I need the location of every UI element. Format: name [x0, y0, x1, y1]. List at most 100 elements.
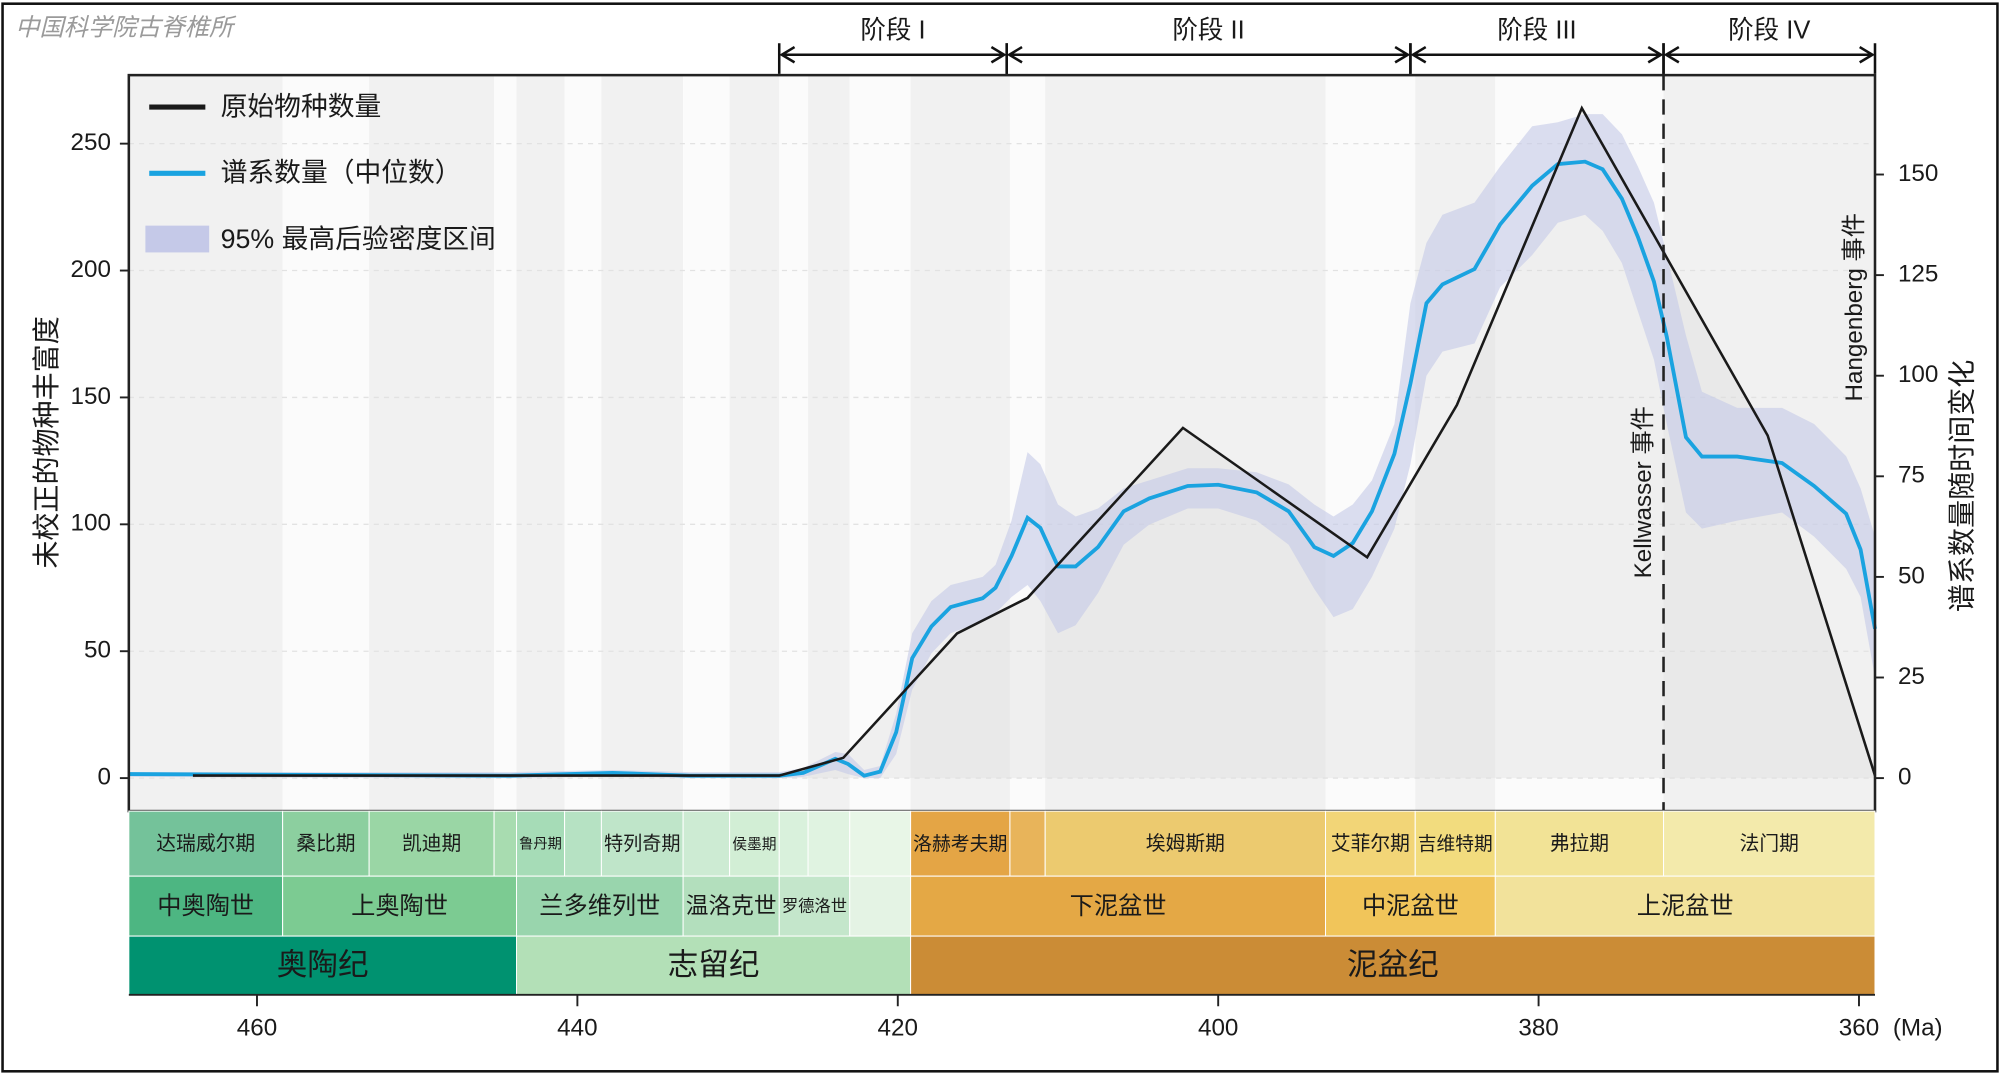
timescale-cell: [1494, 875, 1876, 937]
stage-stripe: [849, 75, 911, 812]
x-tick-label: 400: [1198, 1015, 1238, 1042]
timescale-label: 泥盆纪: [1347, 948, 1439, 982]
timescale-label: 弗拉期: [1550, 833, 1609, 855]
stage-stripe: [1009, 75, 1046, 812]
timescale-cell: [515, 935, 912, 996]
timescale-label: 洛赫考夫期: [913, 833, 1007, 854]
timescale-cell: [128, 935, 518, 996]
timescale-cell: [282, 875, 518, 937]
x-tick-label: 380: [1518, 1015, 1558, 1042]
timescale-label: 上奥陶世: [351, 893, 448, 920]
y2-tick-label: 100: [1898, 361, 1938, 388]
y2-tick-label: 25: [1898, 663, 1925, 690]
phase-label: 阶段 IV: [1728, 16, 1810, 44]
x-tick-label: 420: [878, 1015, 918, 1042]
y-tick-label: 250: [71, 129, 111, 156]
timescale-label: 吉维特期: [1418, 833, 1493, 854]
timescale-cell: [515, 875, 684, 937]
x-tick-label: 360: [1839, 1015, 1879, 1042]
legend-swatch: [145, 225, 210, 253]
stage-stripe: [729, 75, 780, 812]
timescale-label: 法门期: [1740, 833, 1799, 855]
y2-axis-title: 谱系数量随时间变化: [1947, 360, 1978, 612]
y-tick-label: 200: [71, 256, 111, 283]
timescale-cell: [1044, 810, 1327, 877]
phase-label: 阶段 I: [860, 16, 925, 44]
y2-tick-label: 125: [1898, 261, 1938, 288]
phase-arrow: [1006, 45, 1411, 64]
phase-label: 阶段 III: [1497, 16, 1576, 44]
timescale-label: 下泥盆世: [1070, 893, 1167, 920]
hpd-band: [128, 114, 1875, 779]
timescale-cell: [1325, 810, 1416, 877]
legend-label: 95% 最高后验密度区间: [221, 224, 496, 254]
timescale-cell: [1325, 875, 1496, 937]
stage-stripe: [564, 75, 602, 812]
timescale-label: 兰多维列世: [539, 893, 660, 920]
timescale-cell: [282, 810, 370, 877]
timescale-label: 凯迪期: [402, 833, 461, 855]
stage-stripe: [369, 75, 495, 812]
stage-stripe: [910, 75, 1010, 812]
timescale-cell: [1494, 810, 1665, 877]
y2-tick-label: 0: [1898, 764, 1911, 791]
y2-tick-label: 50: [1898, 562, 1925, 589]
timescale-label: 中泥盆世: [1362, 893, 1459, 920]
stage-stripe: [1045, 75, 1326, 812]
timescale-label: 达瑞威尔期: [156, 833, 255, 855]
timescale-label: 桑比期: [296, 833, 355, 855]
x-tick-label: 460: [237, 1015, 277, 1042]
legend-label: 谱系数量（中位数）: [221, 158, 462, 188]
timescale-cell: [849, 810, 912, 877]
timescale-label: 埃姆斯期: [1146, 833, 1225, 855]
plot: [128, 105, 1877, 779]
y2-tick-label: 75: [1898, 462, 1925, 489]
legend: 原始物种数量 谱系数量（中位数） 95% 最高后验密度区间: [145, 91, 496, 254]
phase-arrow: [779, 45, 1007, 64]
x-tick-label: 440: [557, 1015, 597, 1042]
timescale-cell: [778, 810, 809, 877]
event-label: Kellwasser 事件: [1630, 406, 1657, 578]
timescale-cell: [600, 810, 684, 877]
timescale-label: 侯墨期: [732, 836, 776, 853]
stage-stripe: [779, 75, 809, 812]
timescale-label: 志留纪: [668, 948, 760, 982]
timescale-cell: [368, 810, 495, 877]
timescale-cell: [493, 810, 518, 877]
timescale-label: 温洛克世: [686, 892, 777, 918]
timescale-cell: [564, 810, 602, 877]
raw-line: [192, 105, 1877, 777]
timescale-label: 上泥盆世: [1637, 893, 1734, 920]
timescale-cell: [1414, 810, 1496, 877]
stage-stripe: [282, 75, 370, 812]
y-axis-title: 未校正的物种丰富度: [31, 316, 62, 568]
phase-arrow: [1410, 45, 1664, 64]
watermark: 中国科学院古脊椎所: [15, 14, 237, 42]
timescale-cell: [1663, 810, 1876, 877]
timescale-cell: [910, 935, 1876, 996]
phase-arrow: [1663, 45, 1875, 64]
timescale-cell: [682, 810, 731, 877]
y-tick-label: 50: [84, 637, 111, 664]
timescale-label: 奥陶纪: [277, 948, 369, 982]
legend-label: 原始物种数量: [221, 91, 382, 121]
y-tick-label: 100: [71, 510, 111, 537]
event-label: Hangenberg 事件: [1841, 213, 1868, 401]
timescale-label: 特列奇期: [604, 833, 680, 855]
y-tick-label: 150: [71, 383, 111, 410]
stage-stripe: [808, 75, 850, 812]
stage-stripe: [516, 75, 565, 812]
timescale-cell: [128, 810, 284, 877]
y-tick-label: 0: [97, 764, 110, 791]
timescale-cell: [849, 875, 912, 937]
timescale-label: 中奥陶世: [157, 893, 254, 920]
stage-stripe: [494, 75, 517, 812]
timescale-cell: [1009, 810, 1046, 877]
timescale-label: 鲁丹期: [519, 836, 562, 853]
y2-tick-label: 150: [1898, 160, 1938, 187]
stage-stripe: [601, 75, 684, 812]
area-under-line: [192, 108, 1876, 779]
timescale-label: 罗德洛世: [782, 898, 847, 916]
stage-stripe: [128, 75, 283, 812]
